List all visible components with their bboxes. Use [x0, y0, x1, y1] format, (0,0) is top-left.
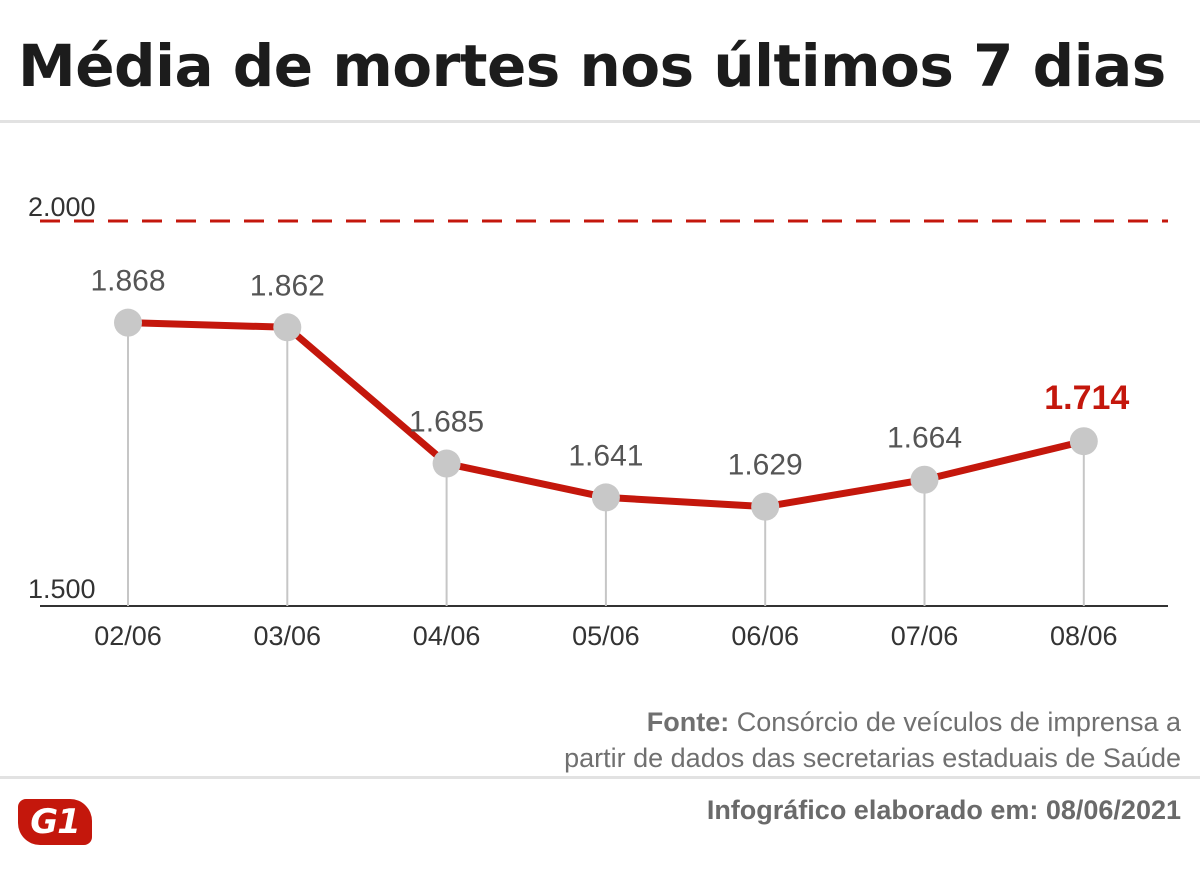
source-note: Fonte: Consórcio de veículos de imprensa… — [281, 704, 1181, 776]
data-point — [273, 313, 302, 342]
data-point — [432, 449, 461, 478]
data-label: 1.868 — [90, 265, 165, 298]
footer-divider — [0, 776, 1200, 779]
x-tick-label: 05/06 — [572, 621, 640, 651]
x-tick-label: 04/06 — [413, 621, 481, 651]
data-label: 1.641 — [568, 439, 643, 472]
data-point — [910, 465, 939, 494]
data-label: 1.862 — [250, 269, 325, 302]
source-text-line-1: Consórcio de veículos de imprensa a — [736, 707, 1181, 737]
x-tick-label: 03/06 — [254, 621, 322, 651]
y-tick-label: 2.000 — [28, 192, 96, 222]
x-tick-label: 06/06 — [731, 621, 799, 651]
data-label: 1.664 — [887, 422, 962, 455]
x-tick-label: 08/06 — [1050, 621, 1118, 651]
g1-logo: G1 — [18, 799, 92, 845]
x-tick-label: 07/06 — [891, 621, 959, 651]
data-label: 1.629 — [728, 449, 803, 482]
credit-text: Infográfico elaborado em: 08/06/2021 — [706, 795, 1181, 825]
data-point — [751, 492, 780, 521]
data-point — [114, 308, 142, 337]
y-tick-label: 1.500 — [28, 574, 96, 604]
x-tick-label: 02/06 — [94, 621, 162, 651]
data-label: 1.714 — [1044, 379, 1129, 417]
chart-title: Média de mortes nos últimos 7 dias — [18, 32, 1166, 100]
source-label: Fonte: — [646, 707, 730, 737]
header-divider — [0, 120, 1200, 123]
data-point — [591, 483, 620, 512]
data-label: 1.685 — [409, 406, 484, 439]
data-point — [1069, 427, 1098, 456]
series-line — [124, 319, 1088, 511]
source-text-line-2: partir de dados das secretarias estaduai… — [564, 743, 1181, 773]
